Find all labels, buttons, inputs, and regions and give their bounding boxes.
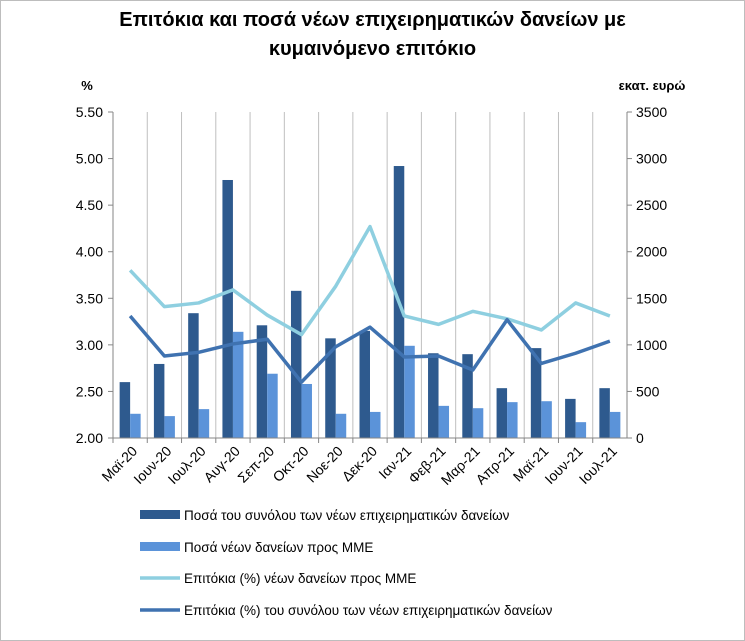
right-axis-label: εκατ. ευρώ (619, 78, 686, 93)
bar-sme (575, 422, 587, 438)
x-tick-label: Απρ-21 (472, 443, 517, 488)
left-tick-label: 4.00 (76, 244, 103, 260)
bar-sme (335, 413, 347, 438)
bar-sme (232, 331, 244, 438)
legend-label: Επιτόκια (%) νέων δανείων προς ΜΜΕ (184, 571, 416, 586)
bar-total (462, 354, 473, 438)
bar-sme (541, 401, 552, 438)
x-tick-label: Αυγ-20 (200, 443, 243, 486)
bar-sme (301, 383, 312, 438)
left-tick-label: 3.00 (76, 337, 103, 353)
x-tick-label: Οκτ-20 (269, 443, 311, 485)
right-tick-label: 500 (636, 383, 660, 399)
chart-title-line1: Επιτόκια και ποσά νέων επιχειρηματικών δ… (119, 9, 626, 31)
chart-title-line2: κυμαινόμενο επιτόκιο (268, 38, 477, 60)
bar-total (153, 363, 165, 438)
right-tick-label: 2500 (636, 197, 667, 213)
left-tick-label: 5.50 (76, 104, 103, 120)
bar-sme (438, 405, 450, 438)
bar-sme (267, 373, 278, 438)
bar-total (188, 313, 199, 438)
x-tick-label: Νοε-20 (303, 443, 346, 486)
bar-total (428, 353, 439, 438)
bar-total (359, 330, 370, 438)
bar-total (496, 388, 508, 438)
legend-label: Ποσά του συνόλου των νέων επιχειρηματικώ… (184, 508, 510, 523)
bar-sme (609, 411, 621, 438)
legend-swatch (140, 510, 180, 519)
line-sme-rate (128, 224, 611, 337)
x-tick-label: Ιουλ-21 (576, 443, 620, 487)
legend-label: Ποσά νέων δανείων προς ΜΜΕ (184, 540, 373, 555)
left-tick-label: 3.50 (76, 290, 103, 306)
right-tick-label: 1000 (636, 337, 667, 353)
left-tick-label: 5.00 (76, 151, 103, 167)
right-tick-label: 3500 (636, 104, 667, 120)
right-tick-label: 3000 (636, 151, 667, 167)
right-tick-label: 2000 (636, 244, 667, 260)
left-tick-label: 4.50 (76, 197, 103, 213)
bar-sme (472, 408, 484, 438)
left-tick-label: 2.50 (76, 383, 103, 399)
x-tick-label: Σεπ-20 (234, 443, 277, 486)
left-axis-label: % (81, 78, 93, 93)
bar-total (599, 388, 610, 438)
bar-total (325, 338, 336, 438)
bar-sme (507, 402, 518, 438)
bar-sme (370, 411, 381, 438)
legend-swatch (140, 542, 180, 551)
bar-total (256, 325, 268, 438)
bar-sme (130, 413, 141, 438)
bar-total (565, 398, 576, 438)
right-tick-label: 1500 (636, 290, 667, 306)
bar-sme (164, 416, 175, 438)
legend-label: Επιτόκια (%) του συνόλου των νέων επιχει… (184, 603, 553, 618)
bar-total (290, 290, 302, 438)
line-total-rate (128, 314, 611, 384)
bar-total (530, 348, 542, 438)
chart-title: Επιτόκια και ποσά νέων επιχειρηματικών δ… (0, 6, 745, 64)
bar-total (119, 382, 131, 438)
x-tick-label: Ιουλ-20 (165, 443, 209, 487)
bar-total (222, 179, 233, 438)
bar-sme (404, 345, 415, 438)
left-tick-label: 2.00 (76, 430, 103, 446)
bar-sme (198, 409, 210, 438)
right-tick-label: 0 (636, 430, 644, 446)
x-tick-label: Δεκ-20 (339, 443, 381, 485)
